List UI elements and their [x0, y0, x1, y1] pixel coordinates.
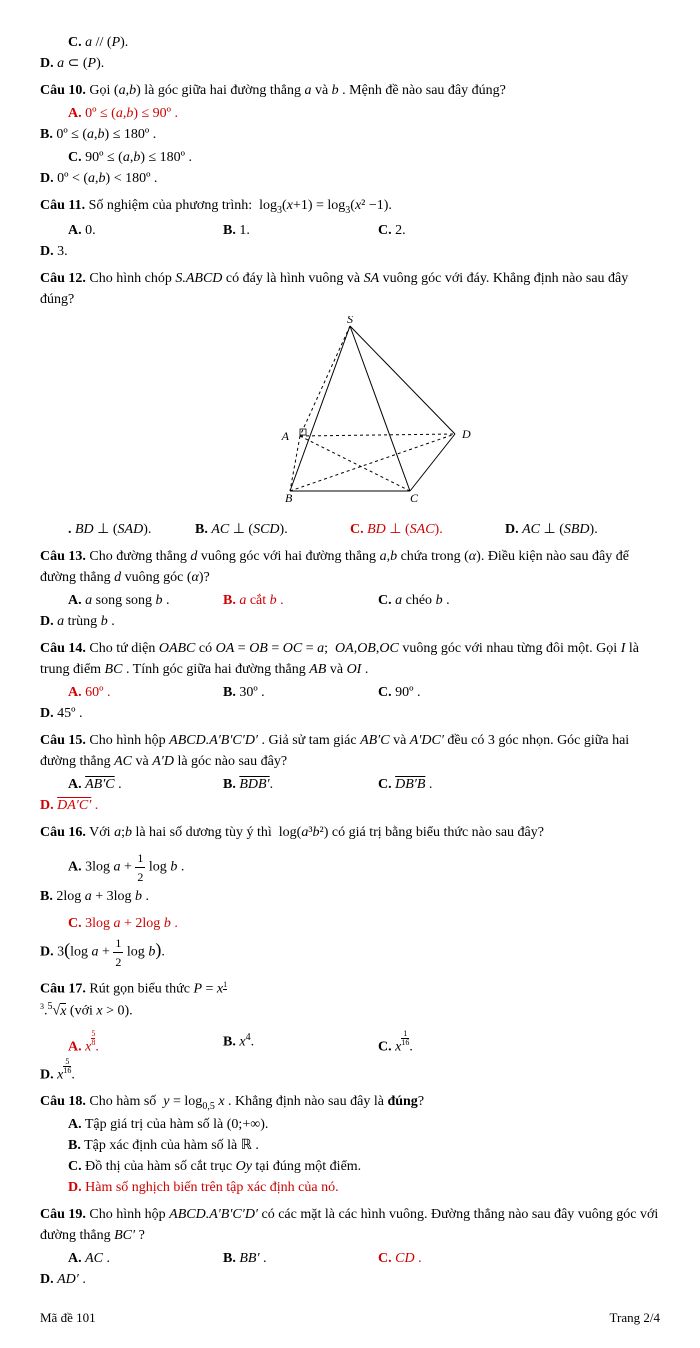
q19-opt-b: B. BB′ . [223, 1248, 378, 1269]
label-d: D [461, 427, 471, 441]
label-b: B [285, 491, 293, 505]
q9-opt-c: C. a // (P). [68, 32, 378, 53]
q17-opt-c: C. x116. [378, 1030, 533, 1058]
q17-stem: Câu 17. Rút gọn biểu thức P = x13.5√x (v… [40, 977, 660, 1022]
page-footer: Mã đề 101 Trang 2/4 [40, 1308, 660, 1328]
q15-opt-d: D. DA′C′ . [40, 795, 195, 816]
q14-opt-c: C. 90º . [378, 682, 533, 703]
q16-opt-d: D. 3(log a + 12 log b). [40, 934, 350, 971]
q10-opt-d: D. 0º < (a,b) < 180º . [40, 168, 350, 189]
q15: Câu 15. Cho hình hộp ABCD.A′B′C′D′ . Giả… [40, 730, 660, 816]
q12-opt-c: C. BD ⊥ (SAC). [350, 519, 505, 540]
label-c: C [410, 491, 419, 505]
q18-opt-b: B. Tập xác định của hàm số là ℝ . [68, 1135, 660, 1156]
q10-stem: Câu 10. Gọi (a,b) là góc giữa hai đường … [40, 80, 660, 101]
q13-opt-a: A. a song song b . [68, 590, 223, 611]
q14-opt-a: A. 60º . [68, 682, 223, 703]
q16-opt-c: C. 3log a + 2log b . [68, 913, 378, 934]
q12: Câu 12. Cho hình chóp S.ABCD có đáy là h… [40, 268, 660, 310]
q17-opt-a: A. x58. [68, 1030, 223, 1058]
q12-opt-d: D. AC ⊥ (SBD). [505, 519, 660, 540]
q12-stem: Câu 12. Cho hình chóp S.ABCD có đáy là h… [40, 268, 660, 310]
q14: Câu 14. Cho tứ diện OABC có OA = OB = OC… [40, 638, 660, 724]
q19-opt-c: C. CD . [378, 1248, 533, 1269]
q11: Câu 11. Số nghiệm của phương trình: log3… [40, 195, 660, 262]
q18: Câu 18. Cho hàm số y = log0,5 x . Khẳng … [40, 1091, 660, 1198]
q9-options: C. a // (P). D. a ⊂ (P). [40, 32, 660, 74]
q12-options: . BD ⊥ (SAD). B. AC ⊥ (SCD). C. BD ⊥ (SA… [40, 519, 660, 540]
q16-opt-b: B. 2log a + 3log b . [40, 886, 350, 907]
q18-stem: Câu 18. Cho hàm số y = log0,5 x . Khẳng … [40, 1091, 660, 1114]
q17: Câu 17. Rút gọn biểu thức P = x13.5√x (v… [40, 977, 660, 1086]
q11-stem: Câu 11. Số nghiệm của phương trình: log3… [40, 195, 660, 218]
pyramid-svg: S A B C D [215, 316, 485, 506]
q14-stem: Câu 14. Cho tứ diện OABC có OA = OB = OC… [40, 638, 660, 680]
q10: Câu 10. Gọi (a,b) là góc giữa hai đường … [40, 80, 660, 189]
q17-opt-d: D. x516. [40, 1058, 195, 1086]
footer-right: Trang 2/4 [610, 1308, 660, 1328]
q19-opt-a: A. AC . [68, 1248, 223, 1269]
footer-left: Mã đề 101 [40, 1308, 96, 1328]
label-s: S [347, 316, 353, 326]
q13-opt-b: B. a cắt b . [223, 590, 378, 611]
q15-opt-a: A. AB′C . [68, 774, 223, 795]
q13-opt-d: D. a trùng b . [40, 611, 195, 632]
q9-opt-d: D. a ⊂ (P). [40, 53, 350, 74]
q19: Câu 19. Cho hình hộp ABCD.A′B′C′D′ có cá… [40, 1204, 660, 1290]
q12-figure: S A B C D [40, 316, 660, 513]
q11-opt-c: C. 2. [378, 220, 533, 241]
q14-opt-b: B. 30º . [223, 682, 378, 703]
q14-opt-d: D. 45º . [40, 703, 195, 724]
q11-opt-d: D. 3. [40, 241, 195, 262]
q19-stem: Câu 19. Cho hình hộp ABCD.A′B′C′D′ có cá… [40, 1204, 660, 1246]
q11-opt-b: B. 1. [223, 220, 378, 241]
q18-opt-a: A. Tập giá trị của hàm số là (0;+∞). [68, 1114, 660, 1135]
q18-opt-c: C. Đồ thị của hàm số cắt trục Oy tại đún… [68, 1156, 660, 1177]
q10-opt-c: C. 90º ≤ (a,b) ≤ 180º . [68, 147, 378, 168]
q11-opt-a: A. 0. [68, 220, 223, 241]
q15-opt-b: B. BDB′. [223, 774, 378, 795]
q15-opt-c: C. DB′B . [378, 774, 533, 795]
q16: Câu 16. Với a;b là hai số dương tùy ý th… [40, 822, 660, 971]
q13-opt-c: C. a chéo b . [378, 590, 533, 611]
q18-opt-d: D. Hàm số nghịch biến trên tập xác định … [68, 1177, 660, 1198]
q16-stem: Câu 16. Với a;b là hai số dương tùy ý th… [40, 822, 660, 843]
q13: Câu 13. Cho đường thẳng d vuông góc với … [40, 546, 660, 632]
q16-opt-a: A. 3log a + 12 log b . [68, 849, 378, 886]
q10-opt-a: A. 0º ≤ (a,b) ≤ 90º . [68, 103, 378, 124]
q13-stem: Câu 13. Cho đường thẳng d vuông góc với … [40, 546, 660, 588]
q15-stem: Câu 15. Cho hình hộp ABCD.A′B′C′D′ . Giả… [40, 730, 660, 772]
q19-opt-d: D. AD′ . [40, 1269, 195, 1290]
q12-opt-a: . BD ⊥ (SAD). [68, 519, 223, 540]
q10-opt-b: B. 0º ≤ (a,b) ≤ 180º . [40, 124, 350, 145]
q17-opt-b: B. x4. [223, 1030, 378, 1058]
label-a: A [281, 429, 290, 443]
